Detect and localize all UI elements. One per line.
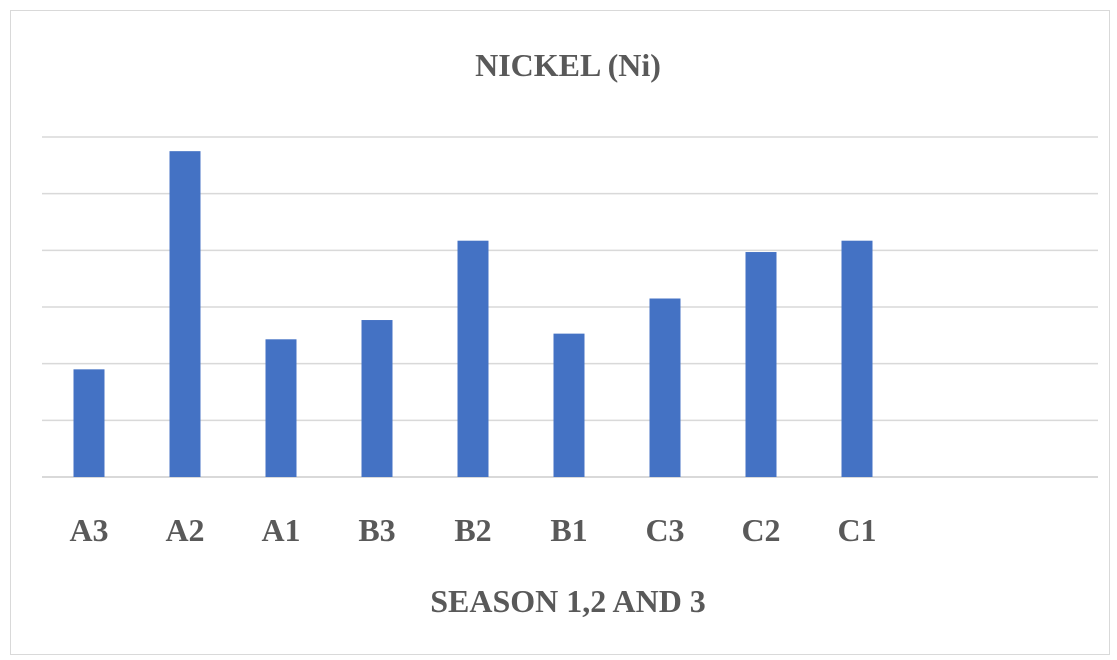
- x-tick-label-a2: A2: [165, 512, 204, 548]
- bar-b1: [553, 333, 585, 477]
- x-tick-labels: A3 A2 A1 B3 B2 B1 C3 C2 C1: [69, 512, 876, 548]
- x-tick-label-c2: C2: [741, 512, 780, 548]
- bar-c3: [649, 298, 681, 477]
- bar-a1: [265, 339, 297, 477]
- x-axis-label: SEASON 1,2 AND 3: [430, 583, 706, 619]
- x-tick-label-c1: C1: [837, 512, 876, 548]
- bars: [73, 151, 873, 477]
- bar-c2: [745, 252, 777, 477]
- x-tick-label-b1: B1: [550, 512, 587, 548]
- bar-a3: [73, 369, 105, 477]
- x-tick-label-a3: A3: [69, 512, 108, 548]
- gridlines: [42, 136, 1098, 478]
- x-tick-label-b2: B2: [454, 512, 491, 548]
- x-tick-label-a1: A1: [261, 512, 300, 548]
- chart-title: NICKEL (Ni): [475, 47, 661, 83]
- bar-c1: [841, 240, 873, 477]
- bar-a2: [169, 151, 201, 477]
- bar-b3: [361, 320, 393, 477]
- x-tick-label-c3: C3: [645, 512, 684, 548]
- x-tick-label-b3: B3: [358, 512, 395, 548]
- bar-b2: [457, 240, 489, 477]
